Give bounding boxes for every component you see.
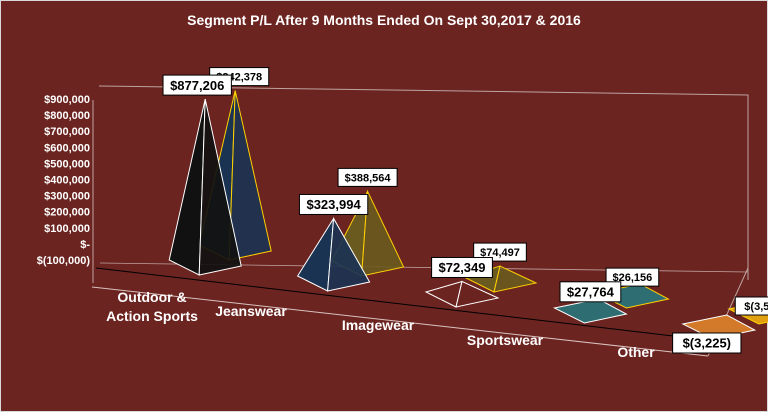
svg-text:$323,994: $323,994 (306, 197, 361, 212)
y-tick-label: $300,000 (44, 191, 90, 203)
y-tick-label: $600,000 (44, 142, 90, 154)
svg-text:$27,764: $27,764 (567, 284, 615, 299)
floor-front-edge (91, 286, 709, 357)
y-tick-label: $400,000 (44, 175, 90, 187)
y-tick-label: $200,000 (44, 207, 90, 219)
pyramid-series1-1 (296, 216, 371, 292)
data-label: $74,497 (473, 242, 527, 262)
svg-text:$74,497: $74,497 (480, 247, 520, 259)
data-label: $323,994 (298, 193, 369, 215)
x-category-label: Other (617, 344, 655, 360)
y-tick-label: $100,000 (44, 223, 90, 235)
data-label: $27,764 (559, 281, 622, 303)
svg-text:$72,349: $72,349 (439, 260, 486, 275)
y-tick-label: $900,000 (44, 94, 90, 106)
back-wall-frame (98, 85, 749, 280)
y-tick-label: $(100,000) (37, 255, 91, 267)
y-tick-label: $700,000 (44, 126, 90, 138)
y-tick-label: $500,000 (44, 158, 90, 170)
svg-text:$26,156: $26,156 (613, 272, 653, 284)
data-label: $(3,225) (672, 332, 742, 354)
svg-text:$877,206: $877,206 (170, 78, 224, 93)
x-category-label: Sportswear (467, 332, 544, 348)
x-category-label: Outdoor & Action Sports (106, 289, 198, 324)
pyramid-marks (168, 90, 768, 340)
data-label: $388,564 (337, 167, 398, 187)
data-label: $877,206 (162, 74, 232, 96)
x-category-label: Imagewear (342, 317, 415, 333)
zero-front-line (95, 267, 708, 341)
chart-title: Segment P/L After 9 Months Ended On Sept… (187, 12, 581, 28)
svg-text:$(3,225): $(3,225) (683, 336, 731, 351)
pyramid-series1-0 (168, 98, 242, 276)
svg-text:$(3,523): $(3,523) (744, 301, 768, 313)
y-tick-label: $800,000 (44, 110, 90, 122)
data-label: $72,349 (431, 256, 493, 278)
svg-text:$388,564: $388,564 (345, 172, 392, 184)
data-labels: $842,378$388,564$74,497$26,156$(3,523)$8… (162, 67, 768, 354)
x-category-label: Jeanswear (215, 303, 287, 319)
y-tick-label: $- (80, 239, 90, 251)
pyramid-series1-2 (424, 280, 500, 308)
x-axis-categories: Outdoor & Action Sports Jeanswear Imagewear… (106, 289, 655, 360)
data-label: $(3,523) (734, 296, 768, 316)
y-axis-ticks: $900,000 $800,000 $700,000 $600,000 $500,000… (37, 94, 91, 267)
